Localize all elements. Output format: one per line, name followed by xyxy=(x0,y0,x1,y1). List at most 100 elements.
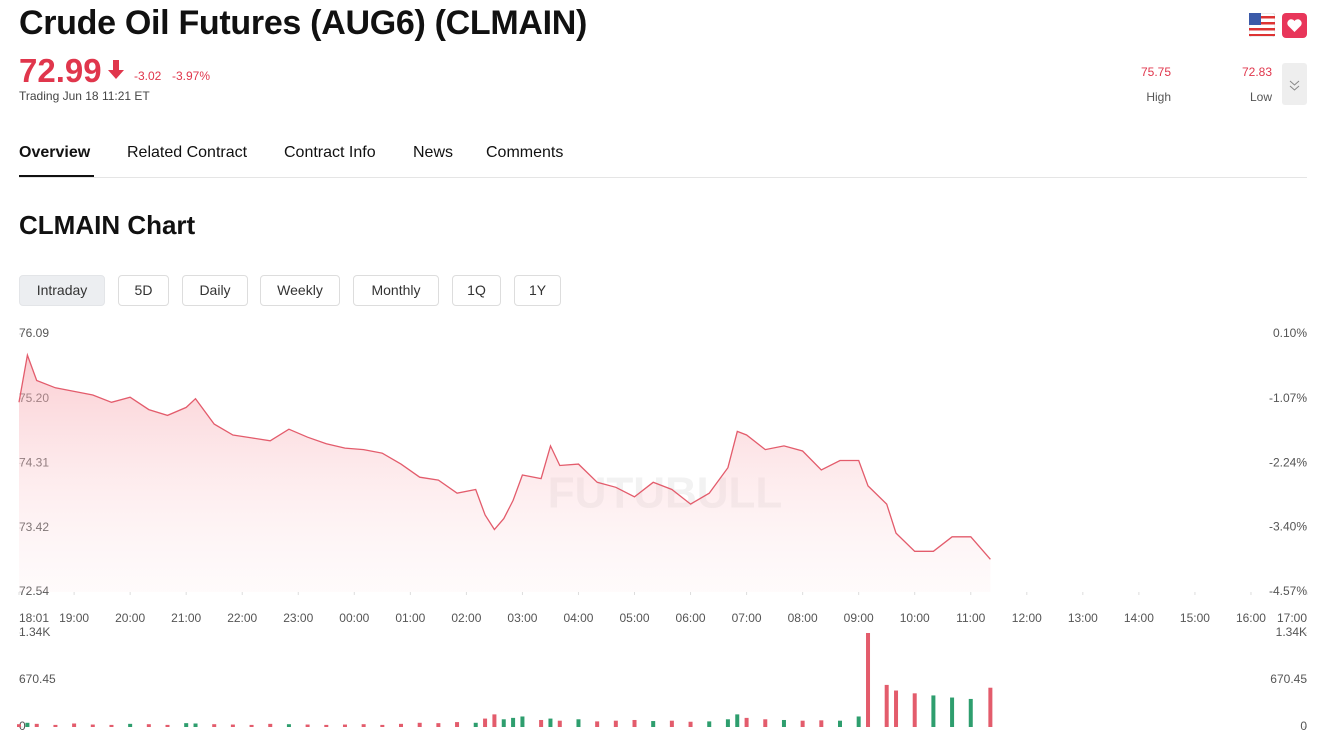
x-tick-label: 14:00 xyxy=(1124,611,1154,625)
x-tick-label: 23:00 xyxy=(283,611,313,625)
period-button[interactable]: Weekly xyxy=(260,275,340,306)
y-tick-label: 76.09 xyxy=(19,326,49,340)
tab-underline xyxy=(19,175,94,177)
volume-bar xyxy=(576,719,581,727)
favorite-button[interactable] xyxy=(1282,13,1307,38)
x-tick-label: 17:00 xyxy=(1277,611,1307,625)
x-tick-label: 15:00 xyxy=(1180,611,1210,625)
low-value: 72.83 xyxy=(1241,65,1272,79)
volume-bar xyxy=(595,721,600,727)
x-tick-label: 20:00 xyxy=(115,611,145,625)
y2-tick-label: -4.57% xyxy=(1269,584,1307,598)
section-title: CLMAIN Chart xyxy=(19,210,196,240)
volume-bar xyxy=(613,720,618,727)
tab[interactable]: Contract Info xyxy=(284,144,376,161)
x-tick-label: 18:01 xyxy=(19,611,49,625)
volume-bar xyxy=(894,690,899,727)
y-tick-label: 0 xyxy=(19,719,26,733)
x-tick-label: 03:00 xyxy=(507,611,537,625)
volume-bar xyxy=(856,716,861,727)
y2-tick-label: 0.10% xyxy=(1273,326,1307,340)
y2-tick-label: -3.40% xyxy=(1269,520,1307,534)
expand-button[interactable] xyxy=(1282,63,1307,105)
title: Crude Oil Futures (AUG6) (CLMAIN) xyxy=(19,4,588,42)
down-arrow xyxy=(108,60,124,79)
volume-bar xyxy=(17,724,21,727)
x-tick-label: 13:00 xyxy=(1068,611,1098,625)
tab[interactable]: News xyxy=(413,144,454,161)
tab[interactable]: Related Contract xyxy=(127,144,248,161)
volume-bar xyxy=(557,720,562,727)
y2-tick-label: 670.45 xyxy=(1270,672,1307,686)
period-button[interactable]: 5D xyxy=(118,275,169,306)
volume-bar xyxy=(128,723,133,727)
period-button[interactable]: Monthly xyxy=(353,275,439,306)
volume-bar xyxy=(249,724,254,727)
volume-bar xyxy=(268,723,273,727)
volume-bar xyxy=(361,724,366,727)
period-button[interactable]: Daily xyxy=(182,275,248,306)
price-area xyxy=(19,355,991,592)
price-change: -3.02 xyxy=(134,69,162,83)
volume-bar xyxy=(34,723,39,727)
last-price: 72.99 xyxy=(19,52,102,89)
tab[interactable]: Comments xyxy=(486,144,564,161)
x-tick-label: 16:00 xyxy=(1236,611,1266,625)
tab[interactable]: Overview xyxy=(19,144,91,161)
volume-bar xyxy=(25,722,30,727)
chart: FUTUBULL 76.0975.2074.3173.4272.540.10%-… xyxy=(17,326,1308,733)
x-tick-label: 10:00 xyxy=(900,611,930,625)
volume-bar xyxy=(109,724,114,727)
period-button[interactable]: Intraday xyxy=(19,275,105,306)
volume-bar xyxy=(520,716,525,727)
volume-bar xyxy=(436,723,441,727)
x-tick-label: 01:00 xyxy=(395,611,425,625)
volume-bar xyxy=(968,698,973,727)
volume-bar xyxy=(539,719,544,727)
volume-bar xyxy=(473,722,478,727)
volume-bar xyxy=(324,724,329,727)
volume-bar xyxy=(165,724,170,727)
price-change-pct: -3.97% xyxy=(172,69,211,83)
volume-bar xyxy=(511,717,516,727)
period-button[interactable]: 1Q xyxy=(452,275,501,306)
volume-bar xyxy=(184,723,189,727)
volume-bar xyxy=(53,724,58,727)
x-tick-label: 21:00 xyxy=(171,611,201,625)
x-tick-label: 06:00 xyxy=(676,611,706,625)
x-tick-label: 11:00 xyxy=(956,611,985,625)
volume-bar xyxy=(305,724,310,727)
volume-bar xyxy=(483,718,488,727)
volume-bar xyxy=(72,723,77,727)
volume-bar xyxy=(417,722,422,727)
volume-bar xyxy=(399,723,404,727)
volume-bar xyxy=(230,724,235,727)
volume-bar xyxy=(651,721,656,727)
volume-bar xyxy=(912,693,917,727)
volume-bar xyxy=(763,719,768,727)
x-tick-label: 02:00 xyxy=(451,611,481,625)
y2-tick-label: 1.34K xyxy=(1276,625,1307,639)
volume-bar xyxy=(455,722,460,727)
volume-bar xyxy=(193,723,198,727)
y2-tick-label: 0 xyxy=(1300,719,1307,733)
volume-bar xyxy=(725,719,730,727)
x-tick-label: 19:00 xyxy=(59,611,89,625)
x-tick-label: 22:00 xyxy=(227,611,257,625)
volume-bar xyxy=(800,720,805,727)
y-tick-label: 1.34K xyxy=(19,625,50,639)
volume-bar xyxy=(146,724,151,727)
volume-bar xyxy=(819,720,824,727)
x-tick-label: 12:00 xyxy=(1012,611,1042,625)
volume-bar xyxy=(931,695,936,727)
x-tick-label: 07:00 xyxy=(732,611,762,625)
volume-bar xyxy=(781,719,786,727)
volume-bar xyxy=(866,633,871,727)
divider xyxy=(19,177,1307,178)
volume-bar xyxy=(669,720,674,727)
volume-bar xyxy=(212,724,217,727)
period-button[interactable]: 1Y xyxy=(514,275,561,306)
volume-bar xyxy=(950,697,955,727)
x-tick-label: 00:00 xyxy=(339,611,369,625)
